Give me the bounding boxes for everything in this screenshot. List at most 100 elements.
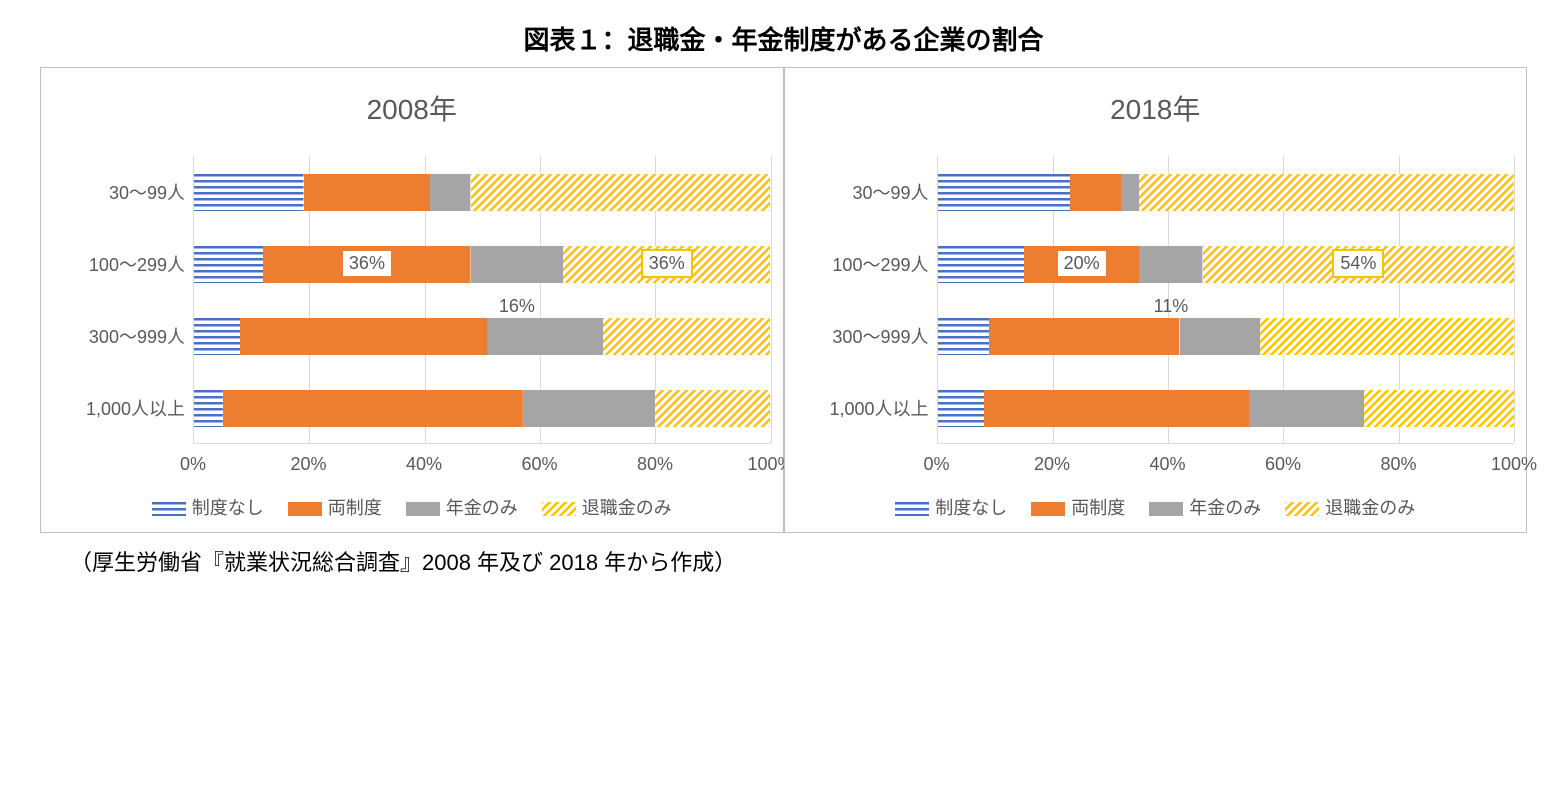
data-label: 36% [641, 249, 693, 278]
x-tick-label: 20% [1034, 454, 1070, 475]
legend-swatch [1285, 500, 1319, 514]
legend-label: 両制度 [1071, 494, 1125, 520]
legend-label: 退職金のみ [1325, 494, 1415, 520]
x-tick-label: 80% [637, 454, 673, 475]
bar-segment-a [194, 318, 240, 355]
y-axis-label: 1,000人以上 [797, 372, 937, 444]
bar-row [194, 174, 771, 211]
x-tick-label: 100% [1491, 454, 1537, 475]
bar-segment-a [194, 174, 304, 211]
chart-panel: 2008年 30～99人100～299人300～999人1,000人以上 36% 16… [40, 67, 784, 533]
data-label: 20% [1056, 249, 1108, 278]
x-axis: 0%20%40%60%80%100% [53, 454, 771, 478]
bar-row [938, 174, 1515, 211]
bar-segment-d [603, 318, 770, 355]
bar-segment-c [430, 174, 470, 211]
plot-area: 30～99人100～299人300～999人1,000人以上 20% 11% 54% [797, 156, 1515, 444]
legend-label: 年金のみ [446, 494, 518, 520]
legend-swatch [542, 500, 576, 514]
data-label: 11% [1154, 296, 1189, 317]
bar-segment-b [984, 390, 1249, 427]
legend-item: 退職金のみ [1285, 494, 1415, 520]
gridline [771, 156, 772, 443]
x-tick-label: 20% [290, 454, 326, 475]
legend-item: 両制度 [288, 494, 382, 520]
x-tick-label: 0% [923, 454, 949, 475]
bar-row [938, 318, 1515, 355]
legend-item: 年金のみ [1149, 494, 1261, 520]
bar-segment-a [194, 246, 263, 283]
chart-subtitle: 2008年 [53, 88, 771, 128]
x-tick-label: 0% [180, 454, 206, 475]
legend-swatch [895, 500, 929, 514]
bar-segment-a [938, 318, 990, 355]
bar-segment-c [471, 246, 563, 283]
bar-segment-c [1180, 318, 1261, 355]
legend-swatch [1149, 500, 1183, 514]
x-tick-label: 60% [521, 454, 557, 475]
legend-item: 退職金のみ [542, 494, 672, 520]
legend: 制度なし 両制度 年金のみ 退職金のみ [797, 494, 1515, 520]
bar-segment-b [304, 174, 431, 211]
bar-segment-d [471, 174, 771, 211]
bar-segment-c [1139, 246, 1202, 283]
bar-segment-d [1139, 174, 1514, 211]
legend-label: 制度なし [192, 494, 264, 520]
legend-label: 両制度 [328, 494, 382, 520]
bar-row [938, 390, 1515, 427]
legend-item: 制度なし [895, 494, 1007, 520]
gridline [1514, 156, 1515, 443]
x-axis: 0%20%40%60%80%100% [797, 454, 1515, 478]
bar-row [938, 246, 1515, 283]
x-tick-label: 60% [1265, 454, 1301, 475]
bar-segment-a [938, 246, 1024, 283]
bars-region: 36% 16% 36% [193, 156, 771, 444]
y-axis-label: 300～999人 [53, 300, 193, 372]
bar-segment-d [1364, 390, 1514, 427]
charts-row: 2008年30～99人100～299人300～999人1,000人以上36%16… [40, 67, 1527, 533]
y-axis-label: 30～99人 [53, 156, 193, 228]
legend-item: 年金のみ [406, 494, 518, 520]
data-label: 54% [1332, 249, 1384, 278]
y-axis-label: 100～299人 [53, 228, 193, 300]
bar-segment-d [655, 390, 770, 427]
bar-segment-c [1249, 390, 1364, 427]
bar-segment-d [1260, 318, 1514, 355]
y-axis-label: 300～999人 [797, 300, 937, 372]
legend-label: 年金のみ [1189, 494, 1261, 520]
bar-segment-c [488, 318, 603, 355]
legend-swatch [1031, 500, 1065, 514]
legend-label: 退職金のみ [582, 494, 672, 520]
bar-segment-a [938, 390, 984, 427]
legend-item: 両制度 [1031, 494, 1125, 520]
bar-segment-a [194, 390, 223, 427]
bar-segment-b [223, 390, 523, 427]
bar-row [194, 318, 771, 355]
legend-item: 制度なし [152, 494, 264, 520]
legend-swatch [288, 500, 322, 514]
plot-area: 30～99人100～299人300～999人1,000人以上 36% 16% 36% [53, 156, 771, 444]
legend-label: 制度なし [935, 494, 1007, 520]
x-tick-label: 80% [1380, 454, 1416, 475]
bar-segment-c [1122, 174, 1139, 211]
data-label: 16% [499, 296, 535, 317]
bars-region: 20% 11% 54% [937, 156, 1515, 444]
bar-segment-c [523, 390, 656, 427]
legend-swatch [152, 500, 186, 514]
bar-segment-a [938, 174, 1071, 211]
x-tick-label: 40% [406, 454, 442, 475]
y-axis-label: 100～299人 [797, 228, 937, 300]
chart-main-title: 図表１：退職金・年金制度がある企業の割合 [40, 20, 1527, 57]
legend: 制度なし 両制度 年金のみ 退職金のみ [53, 494, 771, 520]
bar-segment-b [1070, 174, 1122, 211]
chart-panel: 2018年 30～99人100～299人300～999人1,000人以上 20% 11… [784, 67, 1528, 533]
y-axis-label: 30～99人 [797, 156, 937, 228]
bar-segment-b [989, 318, 1179, 355]
legend-swatch [406, 500, 440, 514]
x-tick-label: 40% [1149, 454, 1185, 475]
footnote: （厚生労働省『就業状況総合調査』2008 年及び 2018 年から作成） [70, 545, 1527, 577]
bar-segment-b [240, 318, 488, 355]
data-label: 36% [341, 249, 393, 278]
chart-subtitle: 2018年 [797, 88, 1515, 128]
y-axis-label: 1,000人以上 [53, 372, 193, 444]
